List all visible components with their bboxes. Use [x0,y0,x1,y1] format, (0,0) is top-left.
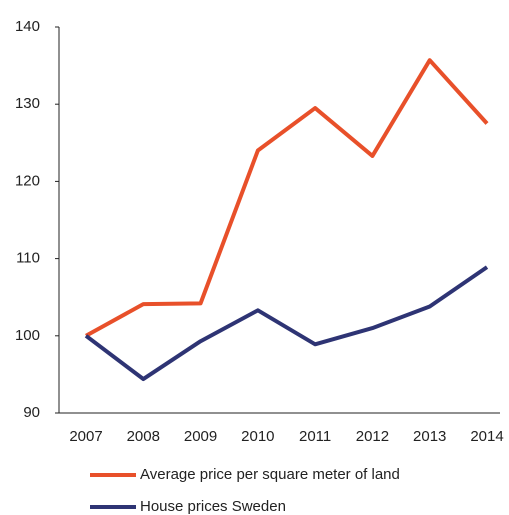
x-tick-label: 2008 [127,428,160,445]
x-tick-label: 2011 [299,428,331,445]
y-tick-label: 100 [15,327,40,344]
y-tick-label: 140 [15,18,40,35]
line [85,58,489,338]
legend-label: House prices Sweden [140,498,286,515]
line [84,265,489,382]
x-tick-label: 2012 [356,428,389,445]
x-tick-label: 2014 [470,428,503,445]
x-tick-label: 2009 [184,428,217,445]
y-tick-label: 90 [23,404,40,421]
x-tick-label: 2010 [241,428,274,445]
x-tick-label: 2007 [69,428,102,445]
y-tick-label: 110 [16,250,40,267]
x-tick-label: 2013 [413,428,446,445]
y-tick-label: 120 [15,172,40,189]
y-tick-label: 130 [15,95,40,112]
legend-label: Average price per square meter of land [140,466,400,483]
